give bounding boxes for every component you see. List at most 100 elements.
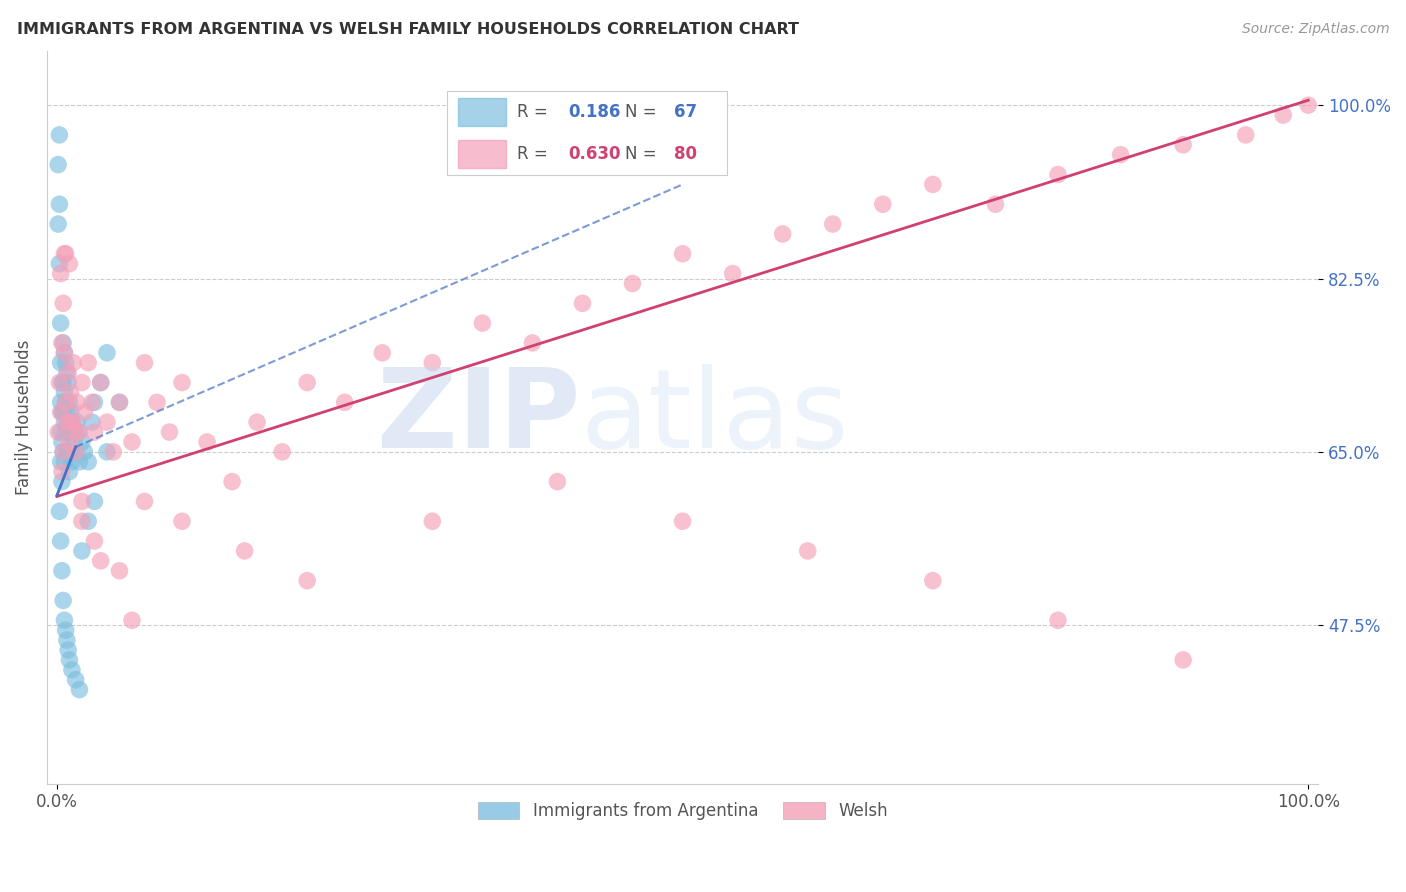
Text: atlas: atlas	[581, 364, 849, 471]
Point	[70, 376, 93, 390]
Point	[56, 633, 79, 648]
Point	[1046, 168, 1069, 182]
Point	[83, 534, 105, 549]
Point	[53, 613, 76, 627]
Point	[77, 455, 100, 469]
Point	[1296, 98, 1319, 112]
Point	[49, 316, 72, 330]
Point	[121, 434, 143, 449]
Point	[872, 197, 894, 211]
Point	[772, 227, 794, 241]
Point	[65, 445, 87, 459]
Point	[59, 405, 82, 419]
Point	[83, 425, 105, 439]
Point	[60, 455, 83, 469]
Point	[56, 376, 79, 390]
Point	[65, 445, 87, 459]
Point	[55, 623, 77, 637]
Text: Source: ZipAtlas.com: Source: ZipAtlas.com	[1241, 22, 1389, 37]
Point	[51, 434, 73, 449]
Point	[546, 475, 568, 489]
Point	[52, 445, 75, 459]
Point	[103, 445, 125, 459]
FancyBboxPatch shape	[447, 91, 727, 176]
Point	[60, 663, 83, 677]
Point	[1046, 613, 1069, 627]
Point	[51, 465, 73, 479]
Point	[108, 395, 131, 409]
Point	[48, 257, 70, 271]
Point	[83, 395, 105, 409]
Point	[49, 455, 72, 469]
Point	[65, 425, 87, 439]
Point	[55, 425, 77, 439]
Point	[108, 564, 131, 578]
Point	[371, 346, 394, 360]
Text: IMMIGRANTS FROM ARGENTINA VS WELSH FAMILY HOUSEHOLDS CORRELATION CHART: IMMIGRANTS FROM ARGENTINA VS WELSH FAMIL…	[17, 22, 799, 37]
Point	[56, 415, 79, 429]
Point	[333, 395, 356, 409]
Point	[56, 366, 79, 380]
Point	[70, 544, 93, 558]
Point	[59, 385, 82, 400]
Point	[571, 296, 593, 310]
Point	[49, 425, 72, 439]
Point	[77, 514, 100, 528]
Point	[1109, 147, 1132, 161]
Point	[80, 395, 103, 409]
Point	[58, 395, 80, 409]
Point	[66, 395, 89, 409]
Point	[1272, 108, 1295, 122]
Text: N =: N =	[626, 145, 662, 163]
Point	[60, 415, 83, 429]
Point	[96, 445, 118, 459]
Point	[121, 613, 143, 627]
Point	[59, 445, 82, 459]
Point	[56, 415, 79, 429]
Point	[83, 494, 105, 508]
Text: 0.186: 0.186	[568, 103, 620, 121]
Point	[221, 475, 243, 489]
Point	[66, 415, 89, 429]
Point	[53, 346, 76, 360]
Point	[233, 544, 256, 558]
Point	[921, 574, 943, 588]
Point	[159, 425, 181, 439]
Point	[821, 217, 844, 231]
Point	[63, 434, 86, 449]
Point	[53, 346, 76, 360]
Point	[56, 445, 79, 459]
Point	[51, 564, 73, 578]
Point	[52, 335, 75, 350]
Point	[51, 475, 73, 489]
Point	[73, 445, 96, 459]
Point	[67, 425, 90, 439]
Point	[671, 514, 693, 528]
Point	[77, 356, 100, 370]
Point	[52, 376, 75, 390]
Point	[46, 217, 69, 231]
Point	[51, 405, 73, 419]
Point	[52, 296, 75, 310]
Point	[195, 434, 218, 449]
Point	[58, 257, 80, 271]
Point	[271, 445, 294, 459]
Text: R =: R =	[517, 103, 554, 121]
Point	[70, 514, 93, 528]
Point	[621, 277, 644, 291]
Point	[96, 415, 118, 429]
Point	[80, 415, 103, 429]
Point	[58, 434, 80, 449]
Point	[53, 246, 76, 260]
Point	[67, 682, 90, 697]
Point	[471, 316, 494, 330]
Point	[522, 335, 544, 350]
Point	[56, 643, 79, 657]
Point	[48, 504, 70, 518]
Text: 0.630: 0.630	[568, 145, 620, 163]
Point	[65, 673, 87, 687]
Point	[90, 554, 112, 568]
Point	[49, 534, 72, 549]
Point	[984, 197, 1007, 211]
Point	[170, 376, 193, 390]
